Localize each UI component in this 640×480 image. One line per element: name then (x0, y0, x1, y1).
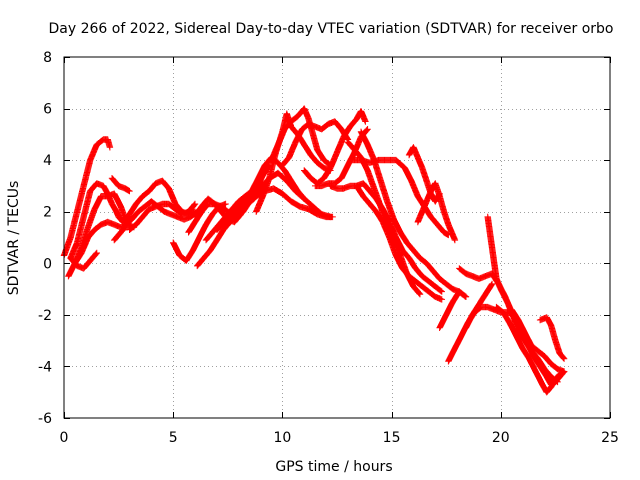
x-tick-label: 0 (60, 430, 69, 446)
series-y (357, 128, 470, 300)
x-tick-label: 5 (169, 430, 178, 446)
data-point-markers (279, 118, 352, 169)
y-tick-label: 8 (43, 50, 52, 66)
series-i (126, 200, 199, 233)
series-ah (493, 303, 563, 396)
data-point-markers (484, 213, 568, 388)
y-tick-label: 6 (43, 102, 52, 118)
grid-lines (64, 57, 610, 418)
x-tick-label: 20 (492, 430, 510, 446)
y-axis-label: SDTVAR / TECUs (6, 181, 22, 296)
data-point-markers (126, 200, 199, 233)
x-axis-label: GPS time / hours (275, 459, 392, 475)
y-tick-label: 0 (43, 256, 52, 272)
plot-frame (63, 56, 611, 419)
y-tick-label: 2 (43, 205, 52, 221)
data-points (60, 105, 568, 396)
data-point-markers (108, 175, 133, 195)
series-s (279, 118, 352, 169)
data-point-markers (462, 280, 496, 331)
series-x (353, 182, 445, 303)
series-f (108, 175, 133, 195)
series-h (122, 198, 201, 228)
data-point-markers (67, 249, 100, 272)
series-e (67, 249, 100, 272)
data-point-markers (353, 182, 445, 303)
series-ag (484, 213, 568, 388)
data-point-markers (357, 128, 470, 300)
series-ab (414, 180, 459, 244)
series-d (65, 218, 131, 280)
series-ac (436, 288, 470, 331)
x-tick-label: 25 (601, 430, 619, 446)
data-point-markers (536, 314, 568, 362)
data-point-markers (301, 108, 369, 187)
data-point-markers (436, 288, 470, 331)
series-ae (462, 280, 496, 331)
y-tick-label: 4 (43, 153, 52, 169)
series-z (349, 156, 452, 239)
y-tick-label: -4 (38, 359, 52, 375)
x-tick-label: 15 (383, 430, 401, 446)
x-tick-label: 10 (273, 430, 291, 446)
series-aj (536, 314, 568, 362)
axis-ticks: 0 5 10 15 20 25 -6 -4 -2 0 2 4 6 8 (38, 50, 619, 446)
series-t (301, 108, 369, 187)
data-point-markers (349, 156, 452, 239)
data-point-markers (414, 180, 459, 244)
data-point-markers (65, 218, 131, 280)
data-point-markers (268, 105, 334, 169)
y-tick-label: -2 (38, 308, 52, 324)
data-point-markers (122, 198, 201, 228)
y-tick-label: -6 (38, 411, 52, 427)
series-r (268, 105, 334, 169)
chart-title: Day 266 of 2022, Sidereal Day-to-day VTE… (49, 21, 614, 37)
data-point-markers (508, 306, 568, 375)
data-point-markers (493, 303, 563, 396)
series-ai (508, 306, 568, 375)
